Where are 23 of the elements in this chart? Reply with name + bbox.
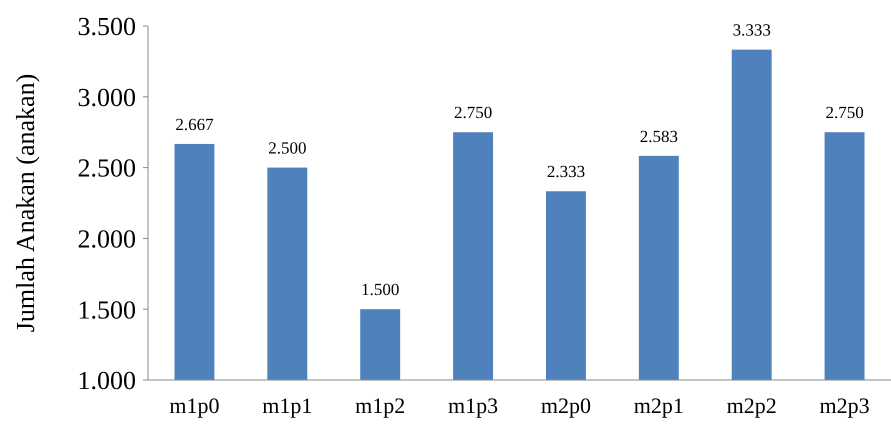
x-tick-label: m2p1 bbox=[634, 393, 684, 418]
y-tick-label: 1.000 bbox=[78, 366, 136, 396]
y-tick-label: 3.500 bbox=[78, 12, 136, 42]
y-tick-label: 2.000 bbox=[78, 224, 136, 254]
y-axis-title: Jumlah Anakan (anakan) bbox=[11, 74, 40, 332]
data-label: 2.583 bbox=[640, 126, 678, 146]
x-tick-label: m1p3 bbox=[448, 393, 498, 418]
data-label: 2.750 bbox=[454, 103, 492, 122]
data-label: 2.750 bbox=[825, 103, 864, 122]
x-tick-label: m1p1 bbox=[262, 393, 312, 418]
x-tick-label: m1p2 bbox=[355, 393, 406, 418]
data-label: 1.500 bbox=[361, 280, 400, 300]
x-tick-label: m2p2 bbox=[726, 393, 777, 418]
data-label: 2.667 bbox=[175, 114, 214, 134]
y-tick-label: 2.500 bbox=[78, 154, 136, 183]
y-tick-label: 3.000 bbox=[78, 82, 136, 112]
x-tick-label: m1p0 bbox=[169, 393, 220, 418]
data-label: 2.333 bbox=[546, 162, 586, 182]
x-tick-label: m2p0 bbox=[540, 393, 591, 418]
x-tick-label: m2p3 bbox=[820, 393, 870, 418]
y-tick-label: 1.500 bbox=[78, 295, 136, 324]
data-label: 2.500 bbox=[268, 138, 306, 158]
data-label: 3.333 bbox=[732, 20, 771, 40]
